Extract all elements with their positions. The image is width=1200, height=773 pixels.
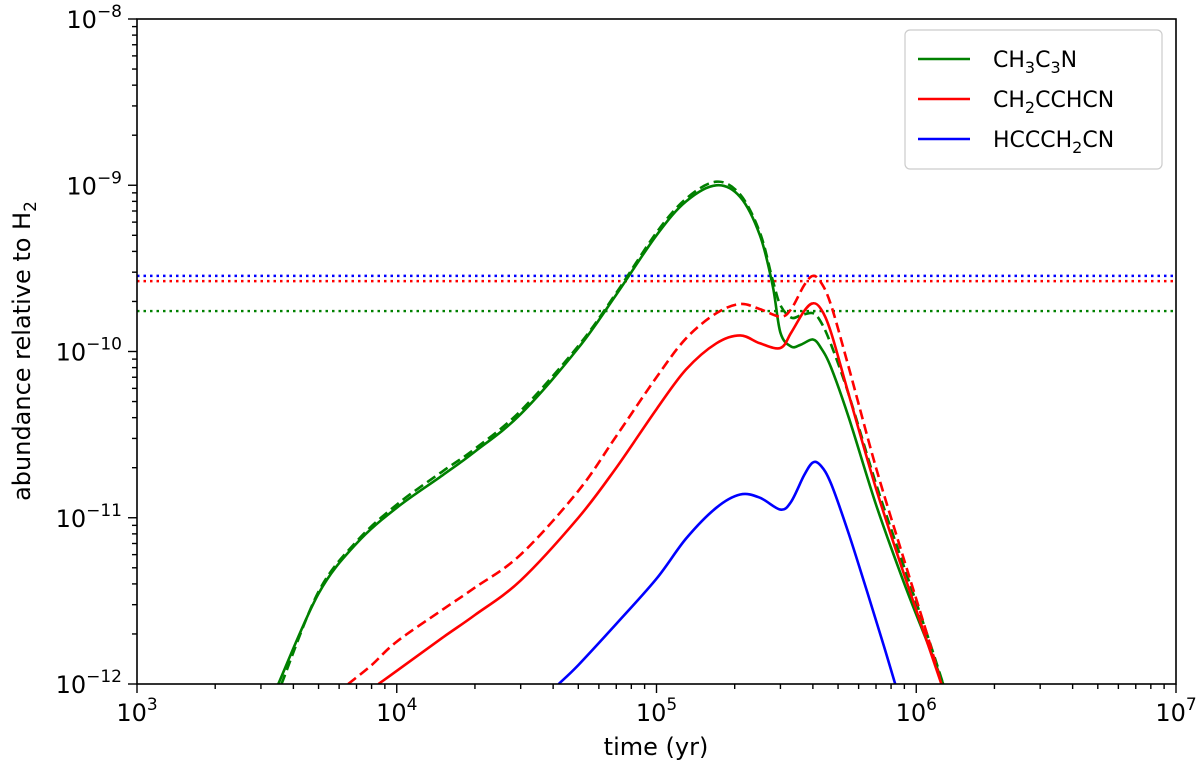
y-axis-label: abundance relative to H2 — [8, 201, 41, 501]
y-tick-label-base: 10 — [66, 6, 97, 34]
legend-label-text: N — [1061, 48, 1077, 73]
x-axis-label: time (yr) — [604, 733, 709, 761]
x-tick-label: 103 — [116, 695, 157, 727]
x-tick-label-base: 10 — [116, 699, 147, 727]
legend-label-text: CH — [993, 48, 1025, 73]
y-tick-label: 10−12 — [56, 667, 122, 699]
x-tick-label-exponent: 6 — [926, 695, 937, 715]
y-tick-label-base: 10 — [56, 671, 87, 699]
y-tick-label-exponent: −11 — [86, 501, 122, 521]
x-tick-label: 104 — [376, 695, 417, 727]
legend: CH3​C3​N CH2​CCHCN HCCCH2​CN — [904, 29, 1163, 170]
x-tick-label-base: 10 — [896, 699, 927, 727]
x-tick-label-exponent: 4 — [407, 695, 418, 715]
legend-label-subscript: 3 — [1050, 58, 1060, 77]
y-axis-label-main: abundance relative to H — [8, 212, 36, 501]
x-tick-label-base: 10 — [1155, 699, 1186, 727]
axis-ticks — [128, 18, 1177, 693]
legend-label-subscript: 2 — [1025, 98, 1035, 117]
x-tick-label-exponent: 3 — [147, 695, 158, 715]
y-tick-label-exponent: −12 — [86, 667, 122, 687]
legend-label-text: C — [1035, 48, 1050, 73]
legend-items: CH3​C3​N CH2​CCHCN HCCCH2​CN — [918, 48, 1114, 157]
series-line-ch3c3n — [277, 183, 945, 684]
series-line-ch2cchcn — [377, 301, 943, 684]
legend-label-subscript: 2 — [1072, 138, 1082, 157]
legend-label-text: HCCCH — [993, 128, 1072, 153]
plot-lines — [137, 180, 1176, 684]
y-tick-label-base: 10 — [56, 505, 87, 533]
legend-label-1: CH2​CCHCN — [993, 88, 1114, 117]
y-tick-label: 10−11 — [56, 501, 122, 533]
legend-label-text: CH — [993, 88, 1025, 113]
legend-label-text: CN — [1082, 128, 1114, 153]
x-tick-label-base: 10 — [636, 699, 667, 727]
y-tick-label-exponent: −9 — [97, 168, 122, 188]
legend-label-2: HCCCH2​CN — [993, 128, 1114, 157]
y-axis-label-sub: 2 — [21, 201, 41, 212]
y-tick-label: 10−9 — [66, 168, 122, 200]
y-tick-label: 10−10 — [56, 335, 122, 367]
x-tick-label: 105 — [636, 695, 677, 727]
y-tick-label-base: 10 — [66, 172, 97, 200]
series-line-ch2cchcn-dashed — [347, 274, 943, 684]
y-tick-label-exponent: −10 — [86, 335, 122, 355]
y-tick-label-exponent: −8 — [97, 2, 122, 22]
x-tick-label: 107 — [1155, 695, 1196, 727]
legend-box — [904, 29, 1163, 170]
legend-label-text: CCHCN — [1035, 88, 1114, 113]
legend-label-subscript: 3 — [1025, 58, 1035, 77]
legend-label-0: CH3​C3​N — [993, 48, 1077, 77]
x-tick-label: 106 — [896, 695, 937, 727]
y-tick-label: 10−8 — [66, 2, 122, 34]
x-tick-label-exponent: 7 — [1186, 695, 1197, 715]
x-tick-label-exponent: 5 — [666, 695, 677, 715]
series-line-ch3c3n-dashed — [280, 180, 945, 684]
y-tick-label-base: 10 — [56, 339, 87, 367]
series-line-hccch2cn — [557, 460, 897, 684]
x-tick-label-base: 10 — [376, 699, 407, 727]
